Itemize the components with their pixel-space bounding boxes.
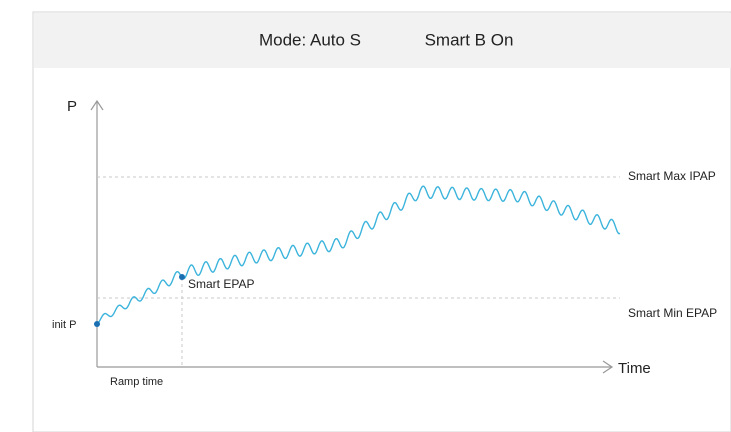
- status-text: Smart B On: [425, 30, 514, 49]
- panel: [32, 11, 731, 432]
- ramp-label: Ramp time: [110, 376, 163, 388]
- init-point: [94, 321, 100, 327]
- ramp-point-label: Smart EPAP: [188, 277, 254, 291]
- header-bar: [34, 13, 731, 68]
- mode-text: Mode: Auto S: [259, 30, 361, 49]
- min-label: Smart Min EPAP: [628, 306, 717, 320]
- x-arrow: [602, 360, 614, 374]
- init-label: init P: [52, 319, 76, 331]
- x-axis-label: Time: [618, 360, 651, 377]
- y-axis-label: P: [67, 98, 77, 115]
- ramp-point: [179, 274, 185, 280]
- y-arrow: [90, 99, 104, 111]
- max-label: Smart Max IPAP: [628, 169, 716, 183]
- plot: P Time Smart Max IPAP Smart Min EPAP ini…: [52, 98, 717, 388]
